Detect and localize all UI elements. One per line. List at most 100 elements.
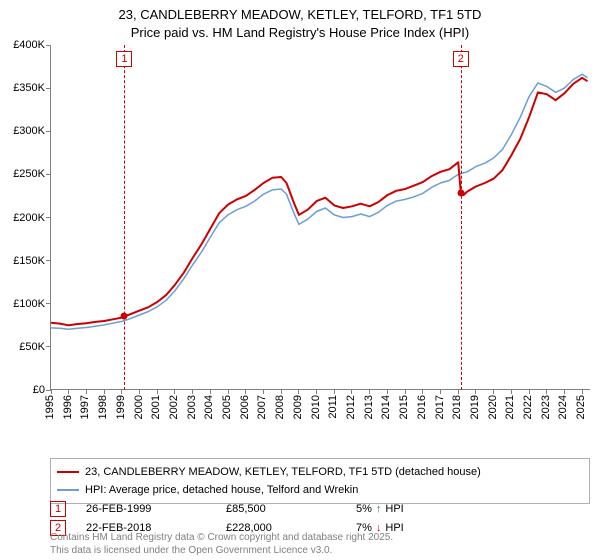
- ytick-label: £200K: [0, 212, 45, 224]
- xtick-mark: [422, 389, 423, 394]
- pct-value: 5%: [356, 503, 372, 515]
- xtick-mark: [86, 389, 87, 394]
- xtick-label: 2000: [133, 395, 145, 419]
- marker-dot-1: [121, 313, 128, 320]
- transaction-price: £85,500: [226, 503, 336, 515]
- xtick-label: 1999: [115, 395, 127, 419]
- xtick-mark: [51, 389, 52, 394]
- title-block: 23, CANDLEBERRY MEADOW, KETLEY, TELFORD,…: [0, 0, 600, 44]
- ytick-mark: [46, 174, 51, 175]
- marker-box-1: 1: [116, 51, 132, 67]
- xtick-label: 2012: [345, 395, 357, 419]
- transaction-marker: 1: [50, 501, 66, 517]
- xtick-label: 2002: [168, 395, 180, 419]
- xtick-mark: [298, 389, 299, 394]
- xtick-mark: [511, 389, 512, 394]
- xtick-mark: [351, 389, 352, 394]
- marker-box-2: 2: [453, 51, 469, 67]
- series-hpi: [51, 74, 588, 329]
- xtick-label: 2008: [274, 395, 286, 419]
- ytick-label: £0: [0, 384, 45, 396]
- ytick-label: £100K: [0, 298, 45, 310]
- xtick-label: 2014: [380, 395, 392, 419]
- title-subtitle: Price paid vs. HM Land Registry's House …: [0, 24, 600, 42]
- xtick-mark: [582, 389, 583, 394]
- ytick-label: £150K: [0, 255, 45, 267]
- pct-suffix: HPI: [385, 503, 403, 515]
- xtick-mark: [228, 389, 229, 394]
- xtick-label: 1998: [97, 395, 109, 419]
- xtick-mark: [475, 389, 476, 394]
- ytick-mark: [46, 346, 51, 347]
- footnote: Contains HM Land Registry data © Crown c…: [50, 531, 393, 557]
- transaction-pct: 5% ↑HPI: [356, 503, 404, 515]
- xtick-mark: [157, 389, 158, 394]
- marker-line-1: [124, 45, 125, 390]
- xtick-label: 2006: [239, 395, 251, 419]
- xtick-label: 2024: [557, 395, 569, 419]
- xtick-label: 2025: [575, 395, 587, 419]
- transaction-row: 1 26-FEB-1999 £85,500 5% ↑HPI: [50, 501, 590, 517]
- ytick-label: £400K: [0, 39, 45, 51]
- xtick-label: 2005: [221, 395, 233, 419]
- marker-line-2: [461, 45, 462, 390]
- series-property: [51, 78, 588, 325]
- xtick-mark: [334, 389, 335, 394]
- transaction-date: 26-FEB-1999: [86, 503, 206, 515]
- xtick-mark: [121, 389, 122, 394]
- xtick-mark: [564, 389, 565, 394]
- legend-label: HPI: Average price, detached house, Telf…: [85, 482, 358, 499]
- pct-arrow-icon: ↑: [376, 503, 382, 515]
- xtick-label: 2016: [416, 395, 428, 419]
- xtick-label: 2004: [203, 395, 215, 419]
- xtick-mark: [405, 389, 406, 394]
- ytick-mark: [46, 131, 51, 132]
- xtick-label: 1995: [44, 395, 56, 419]
- xtick-label: 1997: [79, 395, 91, 419]
- xtick-mark: [281, 389, 282, 394]
- xtick-mark: [529, 389, 530, 394]
- xtick-mark: [316, 389, 317, 394]
- xtick-label: 2003: [186, 395, 198, 419]
- chart-container: 23, CANDLEBERRY MEADOW, KETLEY, TELFORD,…: [0, 0, 600, 560]
- xtick-mark: [440, 389, 441, 394]
- xtick-label: 2015: [398, 395, 410, 419]
- xtick-label: 2010: [310, 395, 322, 419]
- legend-row: 23, CANDLEBERRY MEADOW, KETLEY, TELFORD,…: [57, 464, 583, 481]
- ytick-mark: [46, 217, 51, 218]
- legend-swatch: [57, 471, 79, 473]
- xtick-label: 2011: [327, 395, 339, 419]
- xtick-mark: [210, 389, 211, 394]
- footnote-line1: Contains HM Land Registry data © Crown c…: [50, 531, 393, 544]
- series-svg: [51, 45, 591, 390]
- ytick-label: £250K: [0, 168, 45, 180]
- xtick-label: 2013: [363, 395, 375, 419]
- xtick-mark: [263, 389, 264, 394]
- xtick-label: 2023: [540, 395, 552, 419]
- xtick-mark: [139, 389, 140, 394]
- legend-label: 23, CANDLEBERRY MEADOW, KETLEY, TELFORD,…: [85, 464, 481, 481]
- ytick-label: £300K: [0, 125, 45, 137]
- xtick-label: 2019: [469, 395, 481, 419]
- legend-row: HPI: Average price, detached house, Telf…: [57, 482, 583, 499]
- xtick-mark: [104, 389, 105, 394]
- xtick-mark: [387, 389, 388, 394]
- chart-area: 12 £0£50K£100K£150K£200K£250K£300K£350K£…: [50, 45, 590, 420]
- xtick-label: 2022: [522, 395, 534, 419]
- legend-swatch: [57, 489, 79, 491]
- xtick-mark: [68, 389, 69, 394]
- ytick-label: £50K: [0, 341, 45, 353]
- xtick-label: 2001: [150, 395, 162, 419]
- xtick-mark: [245, 389, 246, 394]
- xtick-label: 2021: [504, 395, 516, 419]
- xtick-label: 2017: [434, 395, 446, 419]
- xtick-mark: [192, 389, 193, 394]
- ytick-label: £350K: [0, 82, 45, 94]
- xtick-label: 2007: [256, 395, 268, 419]
- xtick-mark: [493, 389, 494, 394]
- footnote-line2: This data is licensed under the Open Gov…: [50, 544, 393, 557]
- xtick-label: 2009: [292, 395, 304, 419]
- ytick-mark: [46, 45, 51, 46]
- xtick-mark: [174, 389, 175, 394]
- marker-dot-2: [457, 190, 464, 197]
